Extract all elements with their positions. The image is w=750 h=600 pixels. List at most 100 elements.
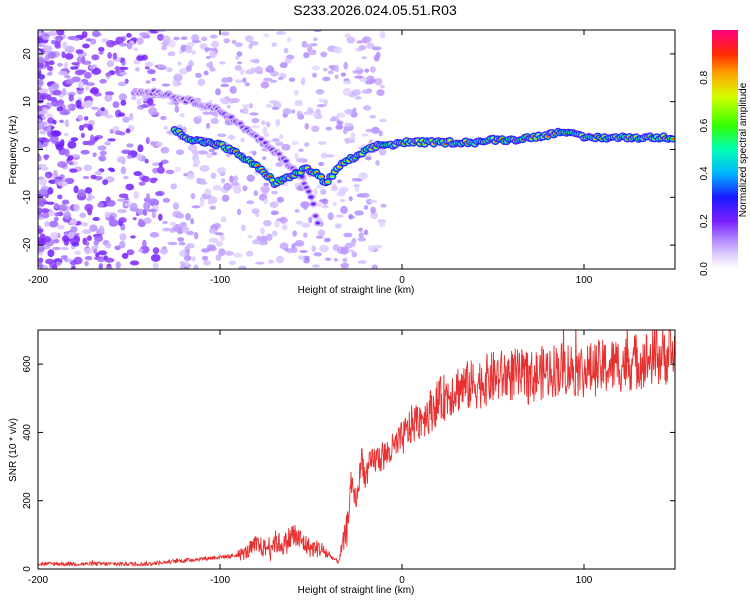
noise-speck [137,248,144,253]
noise-speck [160,146,170,154]
noise-speck [365,156,372,161]
noise-speck [64,148,70,157]
noise-speck [192,40,202,44]
noise-speck [176,124,183,129]
noise-speck [340,199,346,203]
noise-speck [118,42,128,47]
noise-speck [268,259,275,264]
track-core [309,195,313,199]
noise-speck [165,169,175,174]
noise-speck [131,96,137,101]
noise-speck [350,240,356,248]
noise-speck [311,264,320,268]
noise-speck [242,107,249,115]
noise-speck [64,61,69,70]
noise-speck [64,45,75,54]
noise-speck [263,33,270,38]
noise-speck [55,261,62,266]
noise-speck [96,256,106,263]
noise-speck [349,249,355,253]
noise-speck [115,65,120,74]
noise-speck [373,244,383,249]
noise-speck [266,233,273,241]
noise-speck [204,188,212,196]
noise-speck [91,106,99,110]
noise-speck [312,112,318,116]
noise-speck [271,106,279,111]
noise-speck [374,77,383,86]
noise-speck [159,248,168,255]
noise-speck [91,245,99,250]
noise-speck [373,54,380,62]
noise-speck [104,211,111,218]
noise-speck [363,105,372,111]
y-tick-label: -10 [22,190,33,205]
noise-speck [116,156,126,163]
noise-speck [215,240,223,247]
noise-speck [121,149,131,154]
noise-speck [210,117,219,124]
noise-speck [245,250,254,257]
noise-speck [124,78,129,85]
snr-panel: -200 -100 0 100 0 200 400 600 Height of straigh… [8,329,676,596]
noise-speck [303,232,308,238]
noise-speck [38,79,44,87]
noise-speck [118,81,127,87]
noise-speck [62,41,68,50]
noise-speck [85,241,90,247]
noise-speck [39,178,47,186]
noise-speck [235,56,240,60]
noise-speck [207,200,214,205]
noise-speck [209,66,216,72]
noise-speck [315,88,325,95]
noise-speck [369,66,376,73]
snr-series-line [38,330,675,568]
noise-speck [281,143,291,151]
noise-speck [158,213,163,221]
noise-speck [191,205,201,209]
noise-speck [265,121,271,128]
noise-speck [83,247,94,254]
x-tick-label: -100 [210,275,230,286]
noise-speck [296,157,305,163]
noise-speck [203,70,209,76]
noise-speck [221,194,230,202]
noise-speck [77,114,84,122]
noise-speck [338,187,347,195]
noise-speck [348,213,353,220]
noise-speck [98,155,107,162]
colorbar-gradient [712,30,738,269]
noise-speck [75,49,84,54]
noise-speck [97,145,107,151]
noise-speck [272,138,280,142]
noise-speck [44,139,51,143]
noise-speck [53,238,60,244]
noise-speck [187,144,198,152]
noise-speck [315,235,324,239]
noise-speck [307,107,314,114]
noise-speck [263,77,273,81]
noise-speck [340,262,350,269]
noise-speck [361,89,372,94]
noise-speck [92,216,100,221]
noise-speck [47,249,55,258]
noise-speck [292,230,297,237]
noise-speck [332,201,337,207]
noise-speck [350,132,356,139]
colorbar-tick-label: 0.0 [699,262,710,276]
noise-speck [178,68,189,75]
noise-speck [144,66,150,70]
noise-speck [46,113,53,119]
noise-speck [179,113,185,118]
noise-speck [176,81,182,86]
noise-speck [185,173,195,180]
noise-speck [304,142,310,147]
noise-speck [378,130,383,137]
noise-speck [61,51,66,59]
noise-speck [73,185,79,194]
noise-speck [59,246,69,251]
noise-speck [267,64,273,71]
noise-speck [240,137,245,143]
noise-speck [82,43,90,49]
noise-speck [38,30,42,37]
